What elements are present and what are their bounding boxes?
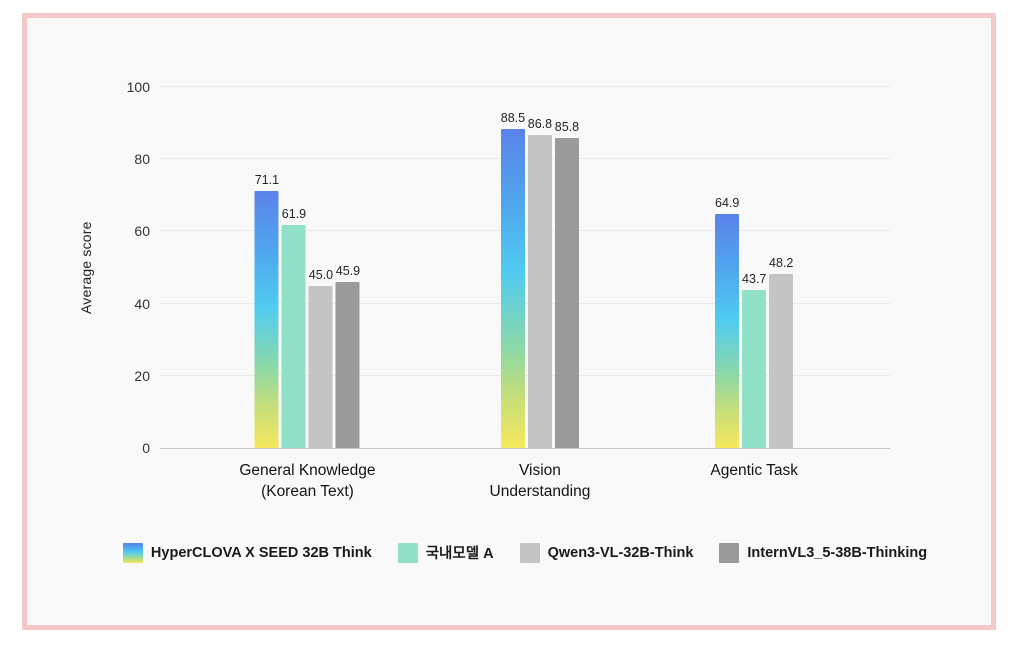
plot-area: 71.1 61.9 45.0 45.9 88.5 86.8 85.8 64.9 43.7 48.2 bbox=[160, 86, 890, 449]
bar-value-label: 45.9 bbox=[335, 264, 361, 279]
y-tick-label: 40 bbox=[134, 295, 150, 312]
bar-group: 88.5 86.8 85.8 bbox=[501, 87, 579, 448]
bar-cell: 64.9 bbox=[715, 87, 739, 448]
legend-label: Qwen3-VL-32B-Think bbox=[547, 544, 694, 561]
bar-cell: 48.2 bbox=[769, 87, 793, 448]
y-tick-label: 0 bbox=[142, 440, 150, 456]
legend-item: Qwen3-VL-32B-Think bbox=[519, 542, 694, 563]
legend-swatch bbox=[397, 542, 418, 563]
bar-value-label: 45.0 bbox=[308, 267, 334, 282]
legend-item: 국내모델 A bbox=[397, 542, 494, 563]
y-tick-label: 100 bbox=[126, 79, 150, 95]
bar-cell: 85.8 bbox=[555, 87, 579, 448]
gridline bbox=[160, 86, 890, 87]
legend: HyperCLOVA X SEED 32B Think 국내모델 A Qwen3-V… bbox=[122, 542, 927, 563]
bar-cell: 45.9 bbox=[336, 87, 360, 448]
bar bbox=[527, 134, 552, 448]
bar bbox=[769, 274, 794, 448]
bar-value-label: 71.1 bbox=[254, 173, 280, 188]
y-tick-label: 60 bbox=[134, 223, 150, 240]
bar-value-label: 85.8 bbox=[554, 120, 580, 135]
bar bbox=[500, 128, 525, 448]
bar bbox=[742, 290, 767, 448]
x-axis-category-label: General Knowledge (Korean Text) bbox=[239, 462, 376, 500]
x-axis-category-label: Agentic Task bbox=[710, 462, 799, 479]
bar bbox=[254, 191, 279, 448]
legend-swatch bbox=[519, 542, 540, 563]
x-axis-category-label: Vision Understanding bbox=[489, 462, 591, 500]
bar-group: 71.1 61.9 45.0 45.9 bbox=[255, 87, 360, 448]
legend-label: InternVL3_5-38B-Thinking bbox=[747, 544, 928, 561]
x-axis-labels: General Knowledge (Korean Text) Vision Unde… bbox=[160, 460, 890, 506]
bar-cell: 43.7 bbox=[742, 87, 766, 448]
legend-swatch bbox=[719, 542, 740, 563]
legend-label: 국내모델 A bbox=[425, 546, 494, 562]
bar-cell: 71.1 bbox=[255, 87, 279, 448]
legend-item: InternVL3_5-38B-Thinking bbox=[719, 542, 928, 563]
bar-value-label: 48.2 bbox=[769, 256, 794, 270]
bar-value-label: 88.5 bbox=[500, 110, 526, 125]
bar-value-label: 61.9 bbox=[281, 206, 307, 221]
y-tick-label: 20 bbox=[134, 367, 150, 384]
bar-value-label: 64.9 bbox=[715, 195, 740, 210]
gridline bbox=[160, 302, 890, 304]
bar-cell: 88.5 bbox=[501, 87, 525, 448]
chart-card: Average score 0 20 40 60 80 100 71.1 61.9 45.0 4… bbox=[22, 13, 996, 630]
bar bbox=[715, 213, 740, 448]
legend-swatch bbox=[122, 542, 143, 563]
bar-group: 64.9 43.7 48.2 bbox=[715, 87, 793, 448]
y-axis-ticks: 0 20 40 60 80 100 bbox=[27, 79, 150, 456]
gridline bbox=[160, 374, 890, 376]
legend-item: HyperCLOVA X SEED 32B Think bbox=[122, 542, 372, 563]
gridline bbox=[160, 230, 890, 232]
bar-value-label: 43.7 bbox=[742, 272, 767, 287]
bar-cell: 61.9 bbox=[282, 87, 306, 448]
bar-cell: 86.8 bbox=[528, 87, 552, 448]
bar-value-label: 86.8 bbox=[527, 116, 553, 131]
legend-label: HyperCLOVA X SEED 32B Think bbox=[150, 544, 372, 561]
bar-cell: 45.0 bbox=[309, 87, 333, 448]
bar bbox=[308, 285, 333, 448]
bar bbox=[554, 138, 579, 448]
y-tick-label: 80 bbox=[134, 151, 150, 168]
gridline bbox=[160, 158, 890, 160]
bar bbox=[281, 224, 306, 448]
bar bbox=[335, 282, 360, 448]
